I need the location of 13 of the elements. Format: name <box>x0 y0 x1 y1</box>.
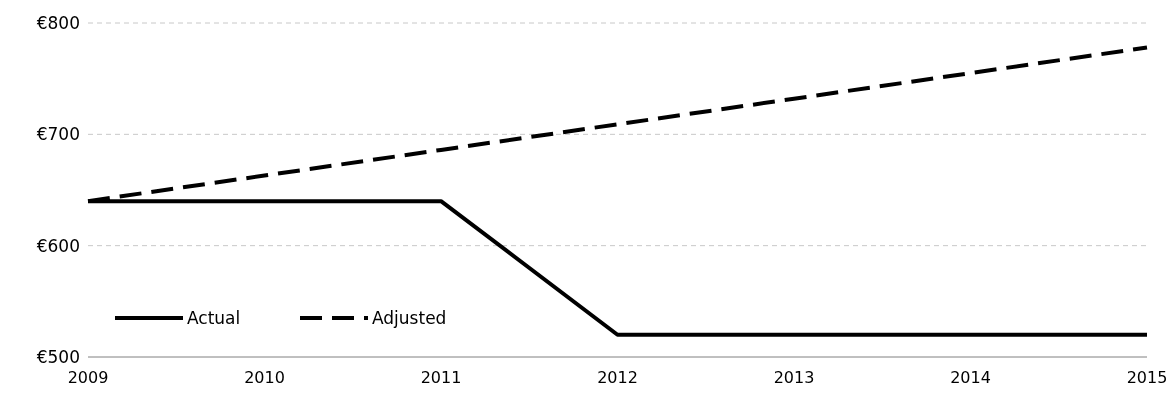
y-tick-label: €600 <box>36 235 80 256</box>
x-tick-label: 2011 <box>420 368 462 387</box>
x-tick-label: 2012 <box>597 368 638 387</box>
x-tick-label: 2009 <box>67 368 109 387</box>
legend-label: Actual <box>187 307 241 328</box>
x-tick-label: 2015 <box>1126 368 1168 387</box>
x-tick-label: 2010 <box>244 368 285 387</box>
y-tick-label: €800 <box>36 12 80 33</box>
y-tick-label: €500 <box>36 346 80 367</box>
y-tick-label: €700 <box>36 124 80 145</box>
x-tick-label: 2013 <box>773 368 815 387</box>
x-tick-label: 2014 <box>950 368 991 387</box>
legend-label: Adjusted <box>372 307 447 328</box>
